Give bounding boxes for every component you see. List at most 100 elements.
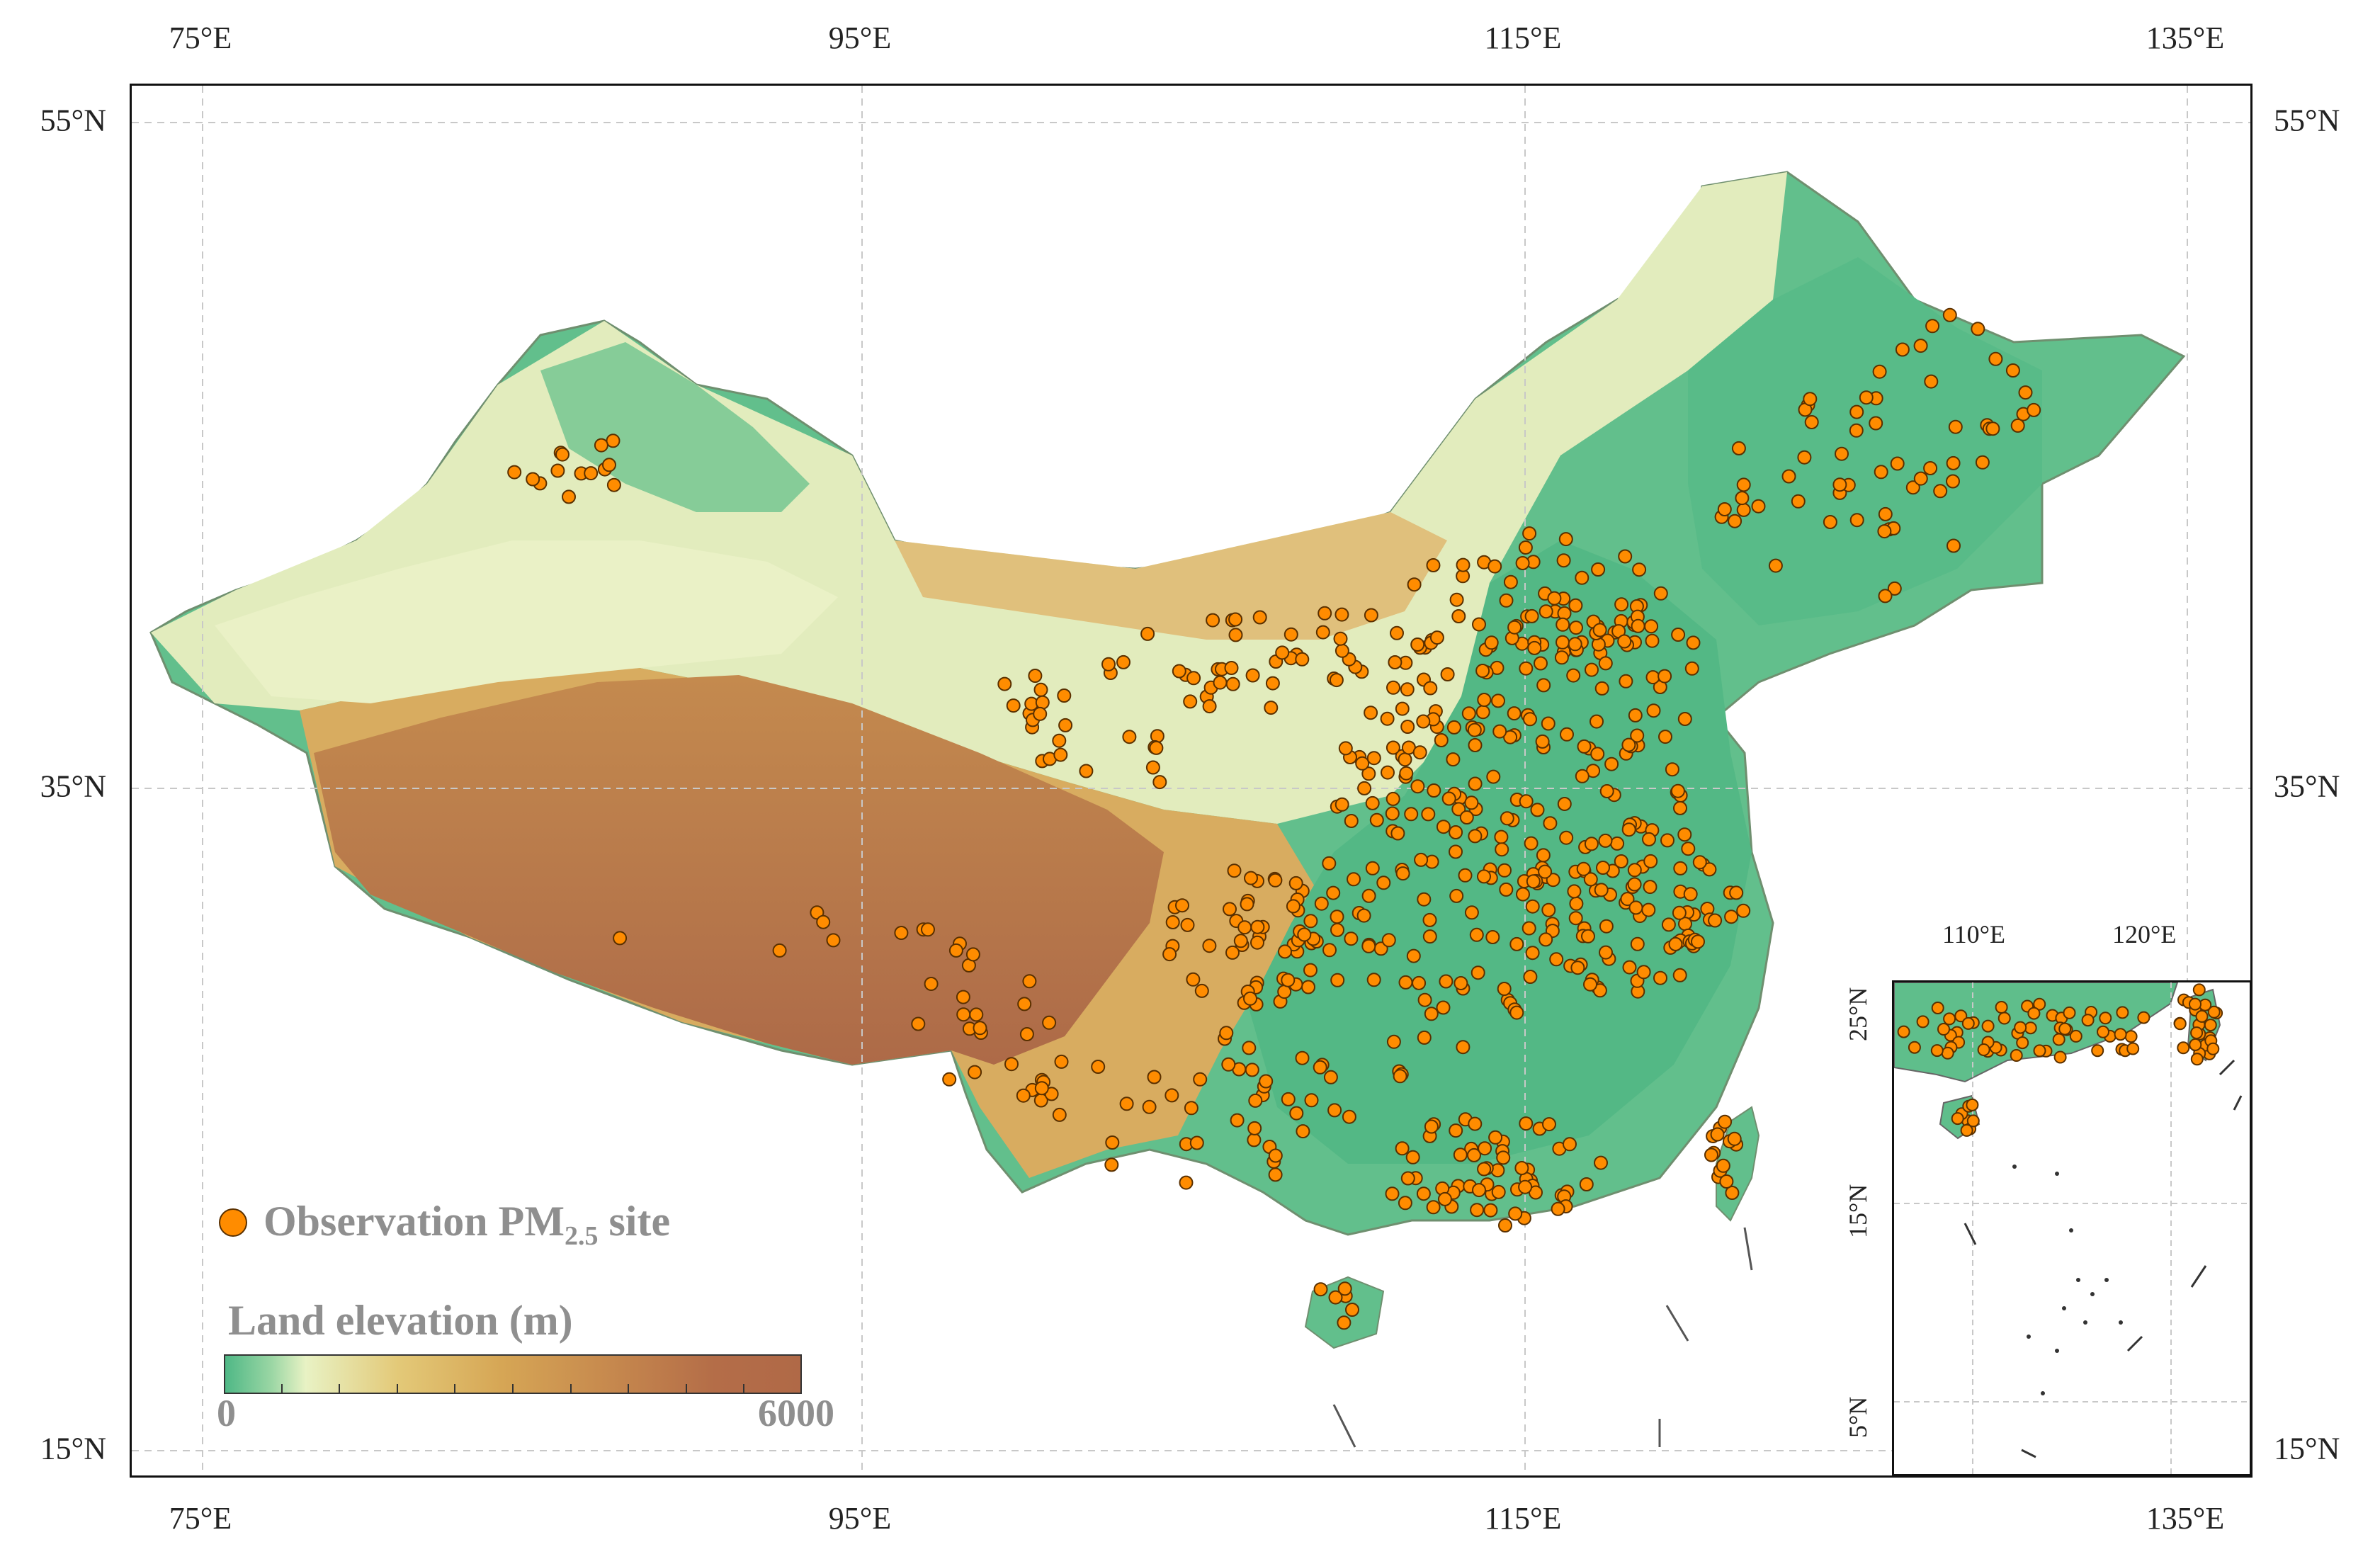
site-marker	[1194, 983, 1209, 998]
site-marker	[1386, 791, 1400, 806]
site-marker	[1627, 863, 1642, 878]
site-marker	[1488, 559, 1502, 574]
site-marker	[1890, 456, 1905, 471]
site-marker	[1398, 975, 1413, 990]
site-marker	[1395, 701, 1410, 716]
site-marker	[1579, 1177, 1594, 1191]
site-marker	[1240, 897, 1254, 912]
site-marker	[1614, 854, 1628, 868]
site-marker	[1213, 675, 1228, 690]
site-marker	[1557, 797, 1572, 811]
inset-site-marker	[1916, 1015, 1930, 1028]
site-marker	[1417, 892, 1432, 907]
site-marker	[1516, 887, 1530, 902]
site-marker	[1439, 974, 1454, 989]
site-marker	[1189, 1135, 1204, 1150]
inset-site-marker	[2016, 1036, 2029, 1050]
site-marker	[1610, 836, 1625, 851]
site-marker	[1322, 856, 1337, 871]
inset-site-marker	[2189, 1038, 2202, 1051]
site-marker	[1524, 836, 1538, 851]
site-marker	[1449, 592, 1464, 607]
inset-dash-line	[1964, 1059, 2243, 1458]
site-marker	[1333, 631, 1348, 646]
site-marker	[1524, 608, 1539, 623]
site-marker	[1329, 673, 1344, 688]
site-marker	[613, 931, 628, 946]
site-marker	[1925, 319, 1940, 334]
site-marker	[1437, 1191, 1452, 1206]
site-marker	[1924, 374, 1939, 389]
inset-site-marker	[1981, 1019, 1995, 1033]
site-marker	[1303, 963, 1318, 978]
inset-site-marker	[2124, 1030, 2138, 1043]
site-marker	[1193, 1072, 1208, 1087]
site-marker	[1541, 902, 1556, 917]
inset-site-marker	[1960, 1123, 1973, 1137]
site-marker	[1525, 899, 1540, 914]
lon-tick-bottom-115: 115°E	[1484, 1501, 1562, 1536]
site-marker	[1237, 920, 1252, 935]
site-marker	[1475, 705, 1490, 720]
lon-tick-top-75: 75°E	[169, 21, 232, 55]
site-marker	[594, 438, 608, 453]
site-marker	[1453, 1148, 1468, 1162]
site-marker	[1515, 556, 1530, 570]
site-marker	[1365, 861, 1380, 876]
site-marker	[1568, 637, 1582, 652]
site-marker	[1670, 783, 1685, 798]
site-marker	[1645, 670, 1660, 685]
site-marker	[1519, 1116, 1534, 1131]
lon-tick-top-95: 95°E	[828, 21, 892, 55]
site-marker	[1643, 854, 1658, 868]
site-marker	[1186, 972, 1201, 987]
site-marker	[1247, 1133, 1262, 1148]
site-marker	[1576, 861, 1591, 876]
site-marker	[1660, 833, 1674, 848]
site-marker	[1221, 1057, 1236, 1072]
site-marker	[1538, 604, 1553, 619]
site-marker	[1186, 671, 1201, 686]
site-marker	[1477, 869, 1491, 884]
site-marker	[1859, 390, 1874, 405]
site-marker	[1034, 1081, 1049, 1096]
site-marker	[1736, 502, 1751, 517]
site-marker	[1948, 419, 1963, 434]
map-frame	[130, 84, 2252, 1478]
site-marker	[1725, 1186, 1740, 1200]
inset-map	[1894, 982, 2250, 1474]
inset-site-marker	[1897, 1025, 1910, 1038]
legend-site-subscript: 2.5	[564, 1221, 599, 1251]
site-marker	[1426, 558, 1441, 572]
site-marker	[1797, 450, 1812, 465]
site-marker	[1719, 1174, 1734, 1189]
inset-lon-tick-110: 110°E	[1942, 920, 2006, 948]
site-marker	[1016, 1088, 1031, 1103]
site-marker	[1946, 455, 1961, 470]
site-marker	[1461, 706, 1476, 721]
site-marker	[1923, 461, 1938, 475]
site-marker	[1538, 864, 1553, 879]
inset-site-marker	[2190, 1026, 2204, 1040]
site-marker	[1467, 722, 1482, 737]
site-marker	[1446, 752, 1461, 767]
site-marker	[1628, 900, 1643, 915]
site-marker	[1627, 877, 1642, 892]
site-marker	[1614, 597, 1629, 612]
site-marker	[1933, 484, 1948, 499]
site-marker	[1717, 502, 1732, 516]
site-marker	[1509, 1005, 1524, 1020]
site-marker	[1342, 1109, 1356, 1124]
site-marker	[1344, 931, 1359, 946]
inset-site-marker	[2052, 1033, 2066, 1046]
site-marker	[1033, 706, 1048, 721]
site-marker	[1245, 1062, 1259, 1077]
site-marker	[1053, 747, 1068, 762]
site-marker	[1202, 699, 1217, 714]
site-marker	[1416, 1186, 1431, 1201]
inset-site-marker	[2033, 1044, 2046, 1058]
site-marker	[1546, 873, 1560, 888]
site-marker	[1334, 643, 1349, 658]
site-marker	[1449, 825, 1463, 839]
site-marker	[1641, 902, 1656, 917]
